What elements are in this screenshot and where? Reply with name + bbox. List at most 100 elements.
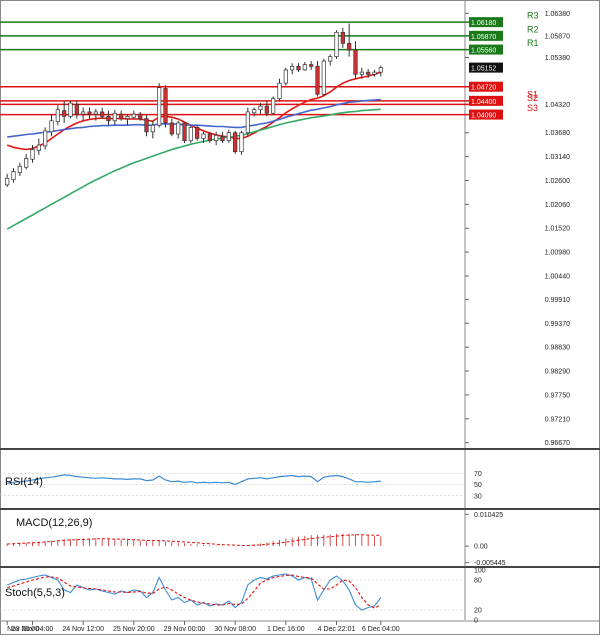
candle [321,58,326,97]
macd-title: MACD(12,26,9) [16,517,92,529]
candle-body [55,109,60,122]
pivot-price-tag [469,95,503,106]
pivot-price-tag [469,17,503,28]
candle [112,109,117,126]
candle [201,131,206,143]
stoch-line [6,573,382,611]
time-axis-label: Nov 20:00 [7,626,39,633]
price-tick-label: 1.06380 [545,11,570,18]
pivot-price-label: 1.05560 [471,48,496,55]
candle [302,61,307,71]
candle-body [359,71,364,75]
candle [378,65,383,77]
candle-body [378,67,383,73]
moving-average-line [7,98,381,138]
price-tick-label: 0.97210 [545,416,570,423]
stoch-tick-label: 80 [474,578,482,585]
candle-body [220,135,225,142]
pivot-name-label: S3 [527,103,538,113]
candle [163,85,168,128]
price-tick-label: 0.99370 [545,321,570,328]
candle-body [144,118,149,133]
candle-body [119,113,124,119]
time-axis-label: 4 Dec 22:01 [318,626,356,633]
macd-tick-label: 0.00 [474,544,488,551]
candle-body [176,122,181,135]
price-tick-label: 1.00980 [545,250,570,257]
candle [334,30,339,59]
candle-body [24,158,29,168]
current-price-label: 1.05152 [471,66,496,73]
rsi-line [7,474,381,486]
pivot-name-label: S2 [527,93,538,103]
candle [176,120,181,139]
candle-body [239,132,244,153]
candle-body [277,82,282,100]
candle-body [11,171,16,180]
candle [5,173,10,188]
candle-body [328,56,333,62]
candle-body [62,110,67,117]
candle [271,96,276,116]
candle [119,110,124,121]
rsi-tick-label: 30 [474,493,482,500]
time-axis-label: 30 Nov 08:00 [214,626,256,633]
candle-body [188,127,193,142]
candle [100,107,105,119]
candle [55,105,60,126]
candle [264,100,269,117]
price-tick-label: 1.02060 [545,202,570,209]
candle [347,23,352,57]
candle-body [290,66,295,71]
candle-body [366,71,371,75]
rsi-tick-label: 70 [474,471,482,478]
candle-body [131,113,136,118]
candle [24,153,29,170]
candle [366,69,371,78]
stoch-title: Stoch(5,5,3) [5,587,65,599]
candle-body [74,104,79,115]
candle-body [30,149,35,160]
candle [150,120,155,139]
candle-body [138,113,143,119]
candle-body [81,111,86,115]
candle-body [106,115,111,122]
candle-body [321,60,326,95]
candle-body [309,64,314,67]
candle-body [271,98,276,114]
candle-body [93,111,98,115]
candle [169,118,174,137]
pivot-name-label: R2 [527,24,539,34]
candle [296,63,301,73]
candle-body [5,177,10,186]
stoch-tick-label: 0 [474,618,478,625]
candle [74,100,79,119]
pivot-price-label: 1.04400 [471,99,496,106]
macd-signal-line [7,534,381,546]
pivot-price-label: 1.04720 [471,85,496,92]
candle-body [43,130,48,147]
candle-body [214,135,219,142]
candle [157,83,162,128]
candle [340,27,345,48]
candle-body [201,133,206,139]
candle [245,107,250,137]
candle-body [315,66,320,95]
pivot-price-label: 1.06180 [471,20,496,27]
candle-body [125,115,130,119]
candle-body [112,112,117,122]
price-tick-label: 0.97750 [545,392,570,399]
candle [359,67,364,79]
candle [353,41,358,79]
candle [125,114,130,126]
candle [68,100,73,119]
price-tick-label: 1.05380 [545,55,570,62]
pivot-price-tag [469,81,503,92]
candle [188,125,193,143]
candle-body [296,66,301,71]
pivot-name-label: R1 [527,38,539,48]
rsi-tick-label: 50 [474,482,482,489]
pivot-price-tag [469,109,503,120]
